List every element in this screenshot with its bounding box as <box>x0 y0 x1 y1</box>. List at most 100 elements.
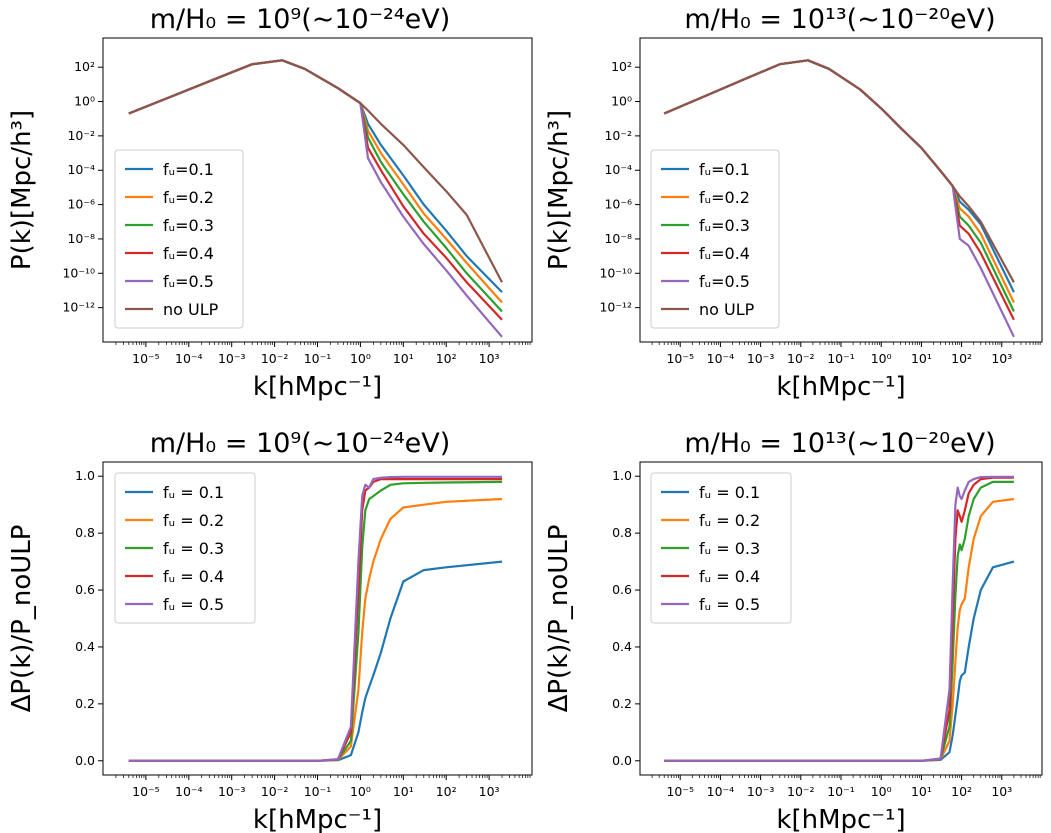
legend-label: fᵤ=0.5 <box>163 272 214 291</box>
y-axis-label: ΔP(k)/P_noULP <box>544 525 574 713</box>
x-tick-label: 10⁻¹ <box>304 784 332 799</box>
legend: fᵤ = 0.1 fᵤ = 0.2 fᵤ = 0.3 fᵤ = 0.4 fᵤ = 0.5 <box>650 472 792 624</box>
x-tick-label: 10⁻⁴ <box>175 351 203 366</box>
y-tick-label: 10⁻¹⁰ <box>62 265 95 280</box>
x-tick-label: 10⁻⁵ <box>132 351 160 366</box>
x-tick-label: 10³ <box>479 351 500 366</box>
chart-title: m/H₀ = 10¹³(∼10⁻²⁰eV) <box>684 4 995 35</box>
y-tick-label: 10⁻⁶ <box>67 197 95 212</box>
legend-box <box>650 149 780 329</box>
legend-label: fᵤ=0.4 <box>699 244 750 263</box>
y-tick-label: 10⁻⁴ <box>67 162 95 177</box>
y-axis-label: P(k)[Mpc/h³] <box>544 110 574 270</box>
y-tick-label: 10⁻⁶ <box>604 197 632 212</box>
series-line <box>128 59 503 283</box>
legend-label: fᵤ=0.3 <box>163 216 214 235</box>
x-tick-label: 10² <box>436 351 457 366</box>
y-tick-label: 0.2 <box>612 696 632 711</box>
x-tick-label: 10³ <box>479 784 500 799</box>
x-tick-label: 10¹ <box>911 784 932 799</box>
y-tick-label: 0.0 <box>75 753 95 768</box>
x-tick-label: 10⁰ <box>871 351 892 366</box>
y-tick-label: 10⁻² <box>67 128 95 143</box>
series-line <box>663 59 1015 283</box>
x-tick-label: 10⁻⁵ <box>132 784 160 799</box>
y-tick-label: 10⁻¹⁰ <box>599 265 632 280</box>
x-axis-label: k[hMpc⁻¹] <box>776 805 905 833</box>
x-tick-label: 10⁻³ <box>218 351 246 366</box>
legend-label: no ULP <box>699 300 755 319</box>
x-tick-label: 10⁻³ <box>747 351 775 366</box>
x-tick-label: 10⁻¹ <box>827 784 855 799</box>
legend-box <box>114 149 244 329</box>
x-tick-label: 10⁻⁴ <box>707 351 735 366</box>
series-line <box>664 475 1014 762</box>
legend-label: fᵤ = 0.5 <box>699 595 760 614</box>
chart-title: m/H₀ = 10⁹(∼10⁻²⁴eV) <box>150 4 451 35</box>
x-tick-label: 10⁰ <box>871 784 892 799</box>
x-tick-label: 10³ <box>991 784 1012 799</box>
x-tick-label: 10⁻² <box>787 351 815 366</box>
y-tick-label: 0.6 <box>75 582 95 597</box>
legend-label: no ULP <box>163 300 219 319</box>
legend-box <box>650 472 792 624</box>
legend-label: fᵤ = 0.1 <box>163 483 224 502</box>
y-tick-label: 10⁰ <box>74 94 95 109</box>
legend: fᵤ=0.1 fᵤ=0.2 fᵤ=0.3 fᵤ=0.4 fᵤ=0.5 no ULP <box>650 149 780 329</box>
chart-panel-3: m/H₀ = 10⁹(∼10⁻²⁴eV) 10⁻⁵ 10⁻⁴ 10⁻³ 10⁻² 10⁻¹… <box>7 428 533 833</box>
plot-frame <box>639 461 1043 776</box>
plot-frame <box>102 461 533 776</box>
legend-label: fᵤ = 0.5 <box>163 595 224 614</box>
chart-title: m/H₀ = 10¹³(∼10⁻²⁰eV) <box>684 428 995 459</box>
x-tick-label: 10² <box>951 351 972 366</box>
legend-label: fᵤ=0.1 <box>699 160 750 179</box>
x-tick-label: 10² <box>436 784 457 799</box>
series-line <box>128 475 502 762</box>
legend-label: fᵤ = 0.3 <box>163 539 224 558</box>
y-tick-label: 0.0 <box>612 753 632 768</box>
legend-label: fᵤ=0.1 <box>163 160 214 179</box>
legend-label: fᵤ = 0.3 <box>699 539 760 558</box>
x-tick-label: 10⁻⁵ <box>666 351 694 366</box>
x-tick-label: 10⁻² <box>261 351 289 366</box>
x-tick-label: 10³ <box>991 351 1012 366</box>
x-tick-label: 10⁻¹ <box>304 351 332 366</box>
legend: fᵤ = 0.1 fᵤ = 0.2 fᵤ = 0.3 fᵤ = 0.4 fᵤ = 0.5 <box>114 472 256 624</box>
x-tick-label: 10⁻⁴ <box>175 784 203 799</box>
y-tick-label: 0.4 <box>612 639 632 654</box>
legend-label: fᵤ = 0.4 <box>163 567 224 586</box>
legend-label: fᵤ = 0.1 <box>699 483 760 502</box>
x-tick-label: 10⁻⁵ <box>666 784 694 799</box>
y-tick-label: 10² <box>611 59 632 74</box>
y-axis-label: P(k)[Mpc/h³] <box>7 110 37 270</box>
x-axis-label: k[hMpc⁻¹] <box>776 372 905 402</box>
x-tick-label: 10⁻⁴ <box>707 784 735 799</box>
legend-label: fᵤ = 0.2 <box>163 511 224 530</box>
x-tick-label: 10⁻² <box>261 784 289 799</box>
y-axis-label: ΔP(k)/P_noULP <box>7 525 37 713</box>
x-axis-label: k[hMpc⁻¹] <box>253 372 382 402</box>
x-tick-label: 10² <box>951 784 972 799</box>
legend-label: fᵤ = 0.2 <box>699 511 760 530</box>
y-tick-label: 1.0 <box>612 468 632 483</box>
chart-panel-2: m/H₀ = 10¹³(∼10⁻²⁰eV) 10⁻⁵ 10⁻⁴ 10⁻³ 10⁻² 10⁻… <box>544 4 1043 402</box>
chart-panel-4: m/H₀ = 10¹³(∼10⁻²⁰eV) 10⁻⁵ 10⁻⁴ 10⁻³ 10⁻² 10⁻… <box>544 428 1043 833</box>
legend-label: fᵤ=0.4 <box>163 244 214 263</box>
y-tick-label: 0.8 <box>612 525 632 540</box>
y-tick-label: 1.0 <box>75 468 95 483</box>
x-tick-label: 10⁻³ <box>218 784 246 799</box>
plot-frame <box>102 37 533 343</box>
x-tick-label: 10¹ <box>393 351 414 366</box>
y-tick-label: 10⁻⁴ <box>604 162 632 177</box>
y-tick-label: 0.2 <box>75 696 95 711</box>
x-tick-label: 10¹ <box>911 351 932 366</box>
plot-frame <box>639 37 1043 343</box>
y-tick-label: 10⁻² <box>604 128 632 143</box>
y-tick-label: 0.6 <box>612 582 632 597</box>
x-tick-label: 10¹ <box>393 784 414 799</box>
legend-label: fᵤ=0.5 <box>699 272 750 291</box>
legend-label: fᵤ=0.3 <box>699 216 750 235</box>
x-tick-label: 10⁰ <box>350 351 371 366</box>
y-tick-label: 10⁻⁸ <box>67 231 95 246</box>
